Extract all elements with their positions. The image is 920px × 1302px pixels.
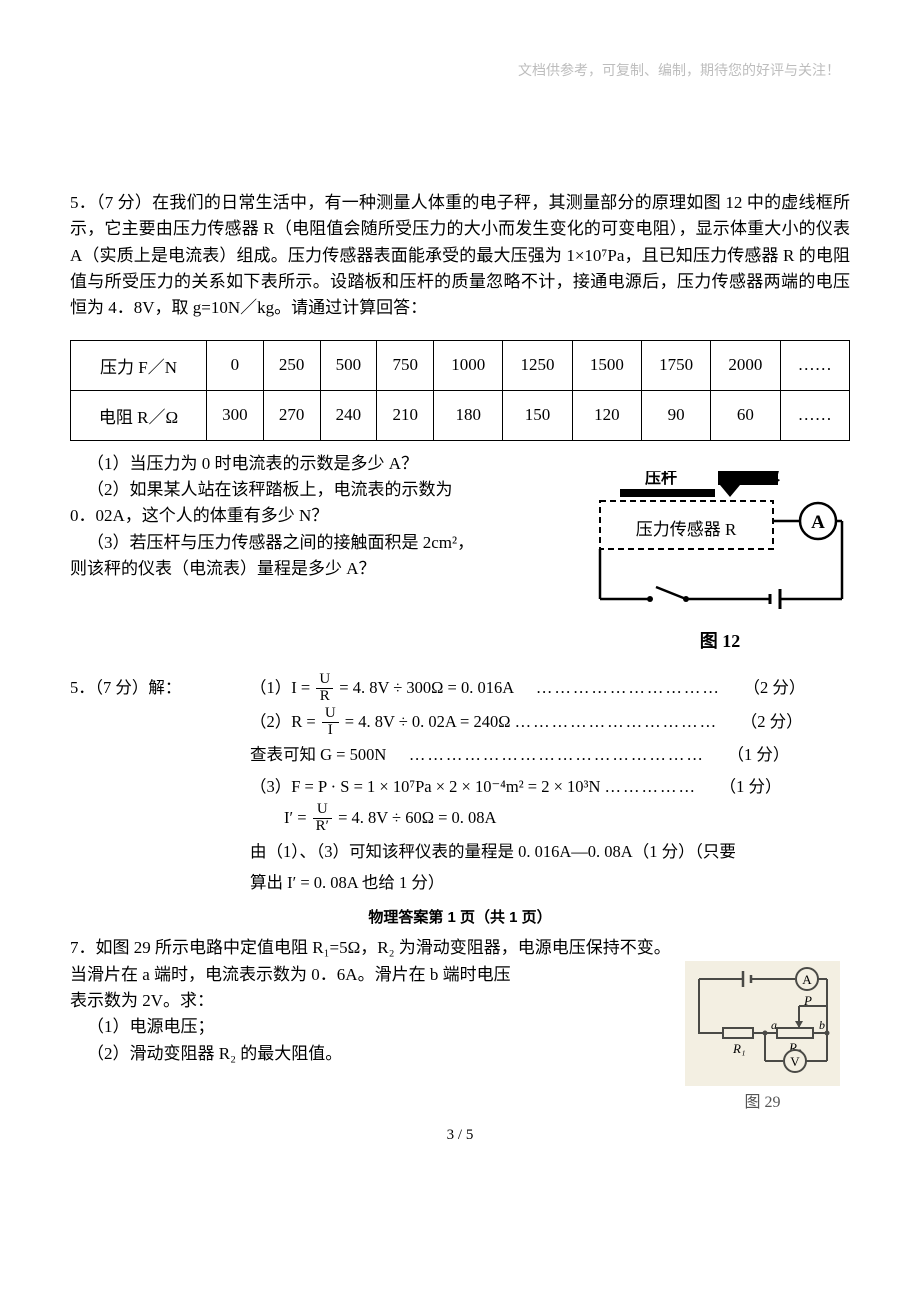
q7-line2: 当滑片在 a 端时，电流表示数为 0．6A。滑片在 b 端时电压 bbox=[70, 962, 630, 988]
figure-12: 压力传感器 R 压杆 踏板 A bbox=[590, 471, 850, 653]
header-note: 文档供参考，可复制、编制，期待您的好评与关注！ bbox=[70, 60, 840, 80]
q5-paragraph: 5．（7 分）在我们的日常生活中，有一种测量人体重的电子秤，其测量部分的原理如图… bbox=[70, 190, 850, 322]
r1-label: R₁ bbox=[732, 1041, 745, 1056]
q5-sub3b: 则该秤的仪表（电流表）量程是多少 A？ bbox=[70, 556, 540, 582]
p-label: P bbox=[803, 993, 812, 1008]
q5-sub3a: （3）若压杆与压力传感器之间的接触面积是 2cm²， bbox=[70, 530, 540, 556]
solution-lead: 5．（7 分）解： bbox=[70, 672, 250, 898]
sol-line-7: 算出 I′ = 0. 08A 也给 1 分） bbox=[250, 867, 850, 898]
sol-line-3: 查表可知 G = 500N ………………………………………… （1 分） bbox=[250, 739, 850, 770]
voltmeter-label: V bbox=[790, 1054, 800, 1069]
fraction-icon: UR′ bbox=[313, 802, 332, 835]
ammeter-label: A bbox=[811, 512, 825, 533]
q5-sub1: （1）当压力为 0 时电流表的示数是多少 A？ bbox=[70, 451, 540, 477]
sol-line-1: （1）I = UR = 4. 8V ÷ 300Ω = 0. 016A ……………… bbox=[250, 672, 850, 705]
q7-text: 7．如图 29 所示电路中定值电阻 R₁=5Ω，R₂ 为滑动变阻器，电源电压保持… bbox=[70, 935, 630, 1067]
fraction-icon: UR bbox=[316, 672, 333, 705]
a-label: a bbox=[771, 1018, 777, 1032]
sol-line-4: （3）F = P · S = 1 × 10⁷Pa × 2 × 10⁻⁴m² = … bbox=[250, 771, 850, 802]
figure-29: A R₁ P a b R₂ bbox=[685, 961, 840, 1112]
q7-line1: 7．如图 29 所示电路中定值电阻 R₁=5Ω，R₂ 为滑动变阻器，电源电压保持… bbox=[70, 935, 830, 961]
sol-line-6: 由（1）、（3）可知该秤仪表的量程是 0. 016A—0. 08A（1 分）（只… bbox=[250, 836, 850, 867]
page-number: 3 / 5 bbox=[70, 1127, 850, 1144]
ammeter-label: A bbox=[802, 972, 812, 987]
q7-sub2: （2）滑动变阻器 R₂ 的最大阻值。 bbox=[70, 1041, 630, 1067]
table-row: 电阻 R／Ω 300 270 240 210 180 150 120 90 60… bbox=[71, 390, 850, 440]
board-label: 踏板 bbox=[748, 471, 781, 483]
figure-29-caption: 图 29 bbox=[685, 1088, 840, 1112]
table-row: 压力 F／N 0 250 500 750 1000 1250 1500 1750… bbox=[71, 340, 850, 390]
q5-subquestions: （1）当压力为 0 时电流表的示数是多少 A？ （2）如果某人站在该秤踏板上，电… bbox=[70, 451, 540, 583]
q5-sub2b: 0．02A，这个人的体重有多少 N？ bbox=[70, 503, 540, 529]
row1-label: 压力 F／N bbox=[71, 340, 207, 390]
force-resistance-table: 压力 F／N 0 250 500 750 1000 1250 1500 1750… bbox=[70, 340, 850, 441]
row2-label: 电阻 R／Ω bbox=[71, 390, 207, 440]
answer-page-footer: 物理答案第 1 页（共 1 页） bbox=[70, 906, 850, 927]
circuit-diagram-12: 压力传感器 R 压杆 踏板 A bbox=[590, 471, 850, 621]
lever-label: 压杆 bbox=[645, 471, 677, 487]
b-label: b bbox=[819, 1018, 825, 1032]
sensor-label: 压力传感器 R bbox=[636, 520, 737, 539]
circuit-diagram-29: A R₁ P a b R₂ bbox=[685, 961, 840, 1086]
q7-sub1: （1）电源电压； bbox=[70, 1014, 630, 1040]
q5-text: 5．（7 分）在我们的日常生活中，有一种测量人体重的电子秤，其测量部分的原理如图… bbox=[70, 190, 850, 322]
q5-solution: 5．（7 分）解： （1）I = UR = 4. 8V ÷ 300Ω = 0. … bbox=[70, 672, 850, 898]
q5-sub2a: （2）如果某人站在该秤踏板上，电流表的示数为 bbox=[70, 477, 540, 503]
figure-12-caption: 图 12 bbox=[590, 627, 850, 653]
sol-line-2: （2）R = UI = 4. 8V ÷ 0. 02A = 240Ω ………………… bbox=[250, 706, 850, 739]
q7-line3: 表示数为 2V。求： bbox=[70, 988, 630, 1014]
sol-line-5: I′ = UR′ = 4. 8V ÷ 60Ω = 0. 08A bbox=[250, 802, 850, 835]
fraction-icon: UI bbox=[322, 706, 339, 739]
